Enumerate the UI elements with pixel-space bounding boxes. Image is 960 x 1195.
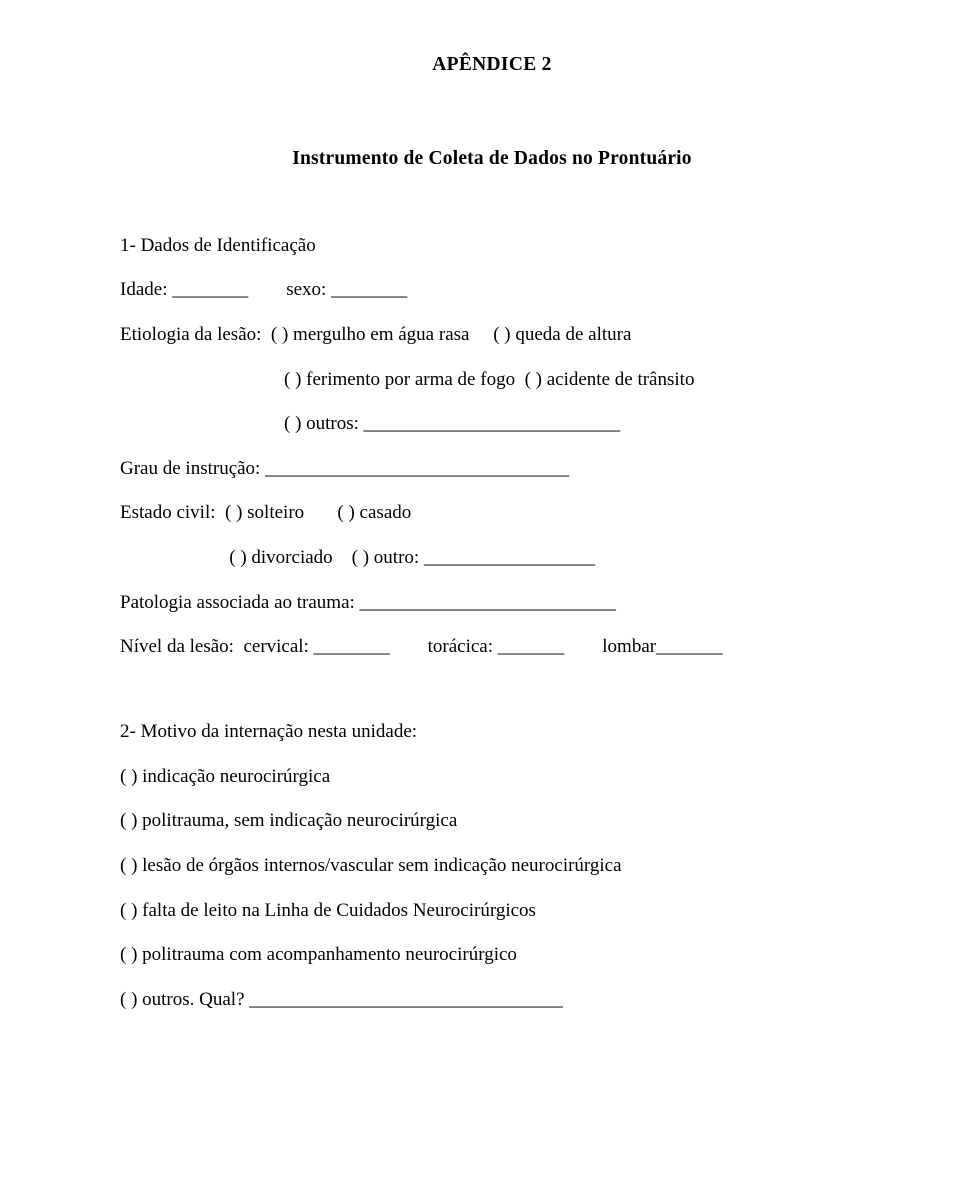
line-etiologia: Etiologia da lesão: ( ) mergulho em água…	[120, 313, 864, 358]
option-politrauma-sem: ( ) politrauma, sem indicação neurocirúr…	[120, 799, 864, 844]
section-2: 2- Motivo da internação nesta unidade: (…	[120, 710, 864, 1022]
line-nivel-lesao: Nível da lesão: cervical: ________ torác…	[120, 625, 864, 670]
option-falta-leito: ( ) falta de leito na Linha de Cuidados …	[120, 889, 864, 934]
section-2-heading: 2- Motivo da internação nesta unidade:	[120, 710, 864, 755]
line-estado-civil: Estado civil: ( ) solteiro ( ) casado	[120, 491, 864, 536]
option-lesao-orgaos: ( ) lesão de órgãos internos/vascular se…	[120, 844, 864, 889]
option-indicacao-neurocirurgica: ( ) indicação neurocirúrgica	[120, 755, 864, 800]
page-title: APÊNDICE 2	[120, 42, 864, 88]
line-grau-instrucao: Grau de instrução: _____________________…	[120, 447, 864, 492]
line-patologia: Patologia associada ao trauma: _________…	[120, 581, 864, 626]
line-idade-sexo: Idade: ________ sexo: ________	[120, 268, 864, 313]
line-etiologia-2: ( ) ferimento por arma de fogo ( ) acide…	[120, 358, 864, 403]
page-subtitle: Instrumento de Coleta de Dados no Prontu…	[120, 136, 864, 182]
option-politrauma-com: ( ) politrauma com acompanhamento neuroc…	[120, 933, 864, 978]
estado-civil-solteiro: Estado civil: ( ) solteiro	[120, 502, 304, 523]
line-etiologia-3: ( ) outros: ___________________________	[120, 402, 864, 447]
section-1-heading: 1- Dados de Identificação	[120, 224, 864, 269]
estado-civil-outro: ( ) outro: __________________	[352, 547, 595, 568]
section-1: 1- Dados de Identificação Idade: _______…	[120, 224, 864, 670]
estado-civil-divorciado: ( ) divorciado	[229, 547, 332, 568]
line-estado-civil-2: ( ) divorciado ( ) outro: ______________…	[120, 536, 864, 581]
estado-civil-casado: ( ) casado	[337, 502, 411, 523]
option-outros-qual: ( ) outros. Qual? ______________________…	[120, 978, 864, 1023]
